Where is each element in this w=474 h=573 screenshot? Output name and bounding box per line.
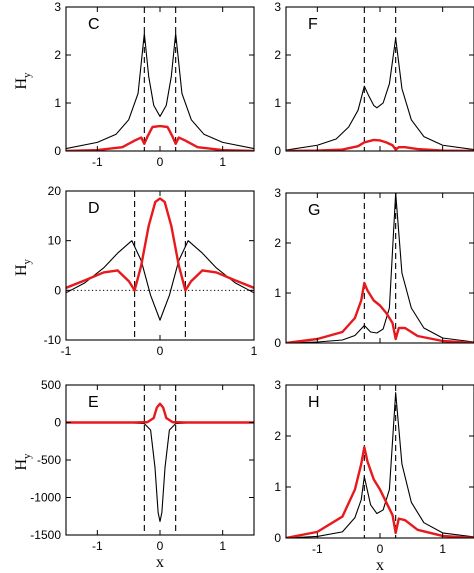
panel-g: 0 1 2 3 G <box>274 186 474 350</box>
series-black-curve <box>286 193 474 343</box>
panel-f: 0 1 2 3 F <box>274 0 474 158</box>
x-tick-label: 0 <box>157 344 164 358</box>
y-tick-label: 3 <box>54 0 61 14</box>
series-red-curve <box>286 281 474 343</box>
y-tick-label: 500 <box>41 378 61 392</box>
series-red-curve <box>66 402 254 424</box>
panel-e: -1 0 1 -1500 -1000 -500 0 500 E Hy x <box>13 378 255 571</box>
y-tick-label: -1500 <box>30 528 61 542</box>
x-tick-label: -1 <box>92 155 103 169</box>
y-tick-label: 0 <box>54 283 61 297</box>
panel-letter: D <box>88 200 100 217</box>
x-axis-title: x <box>376 557 384 573</box>
panel-letter: H <box>308 394 320 411</box>
panel-c: -1 0 1 0 1 2 3 C Hy <box>13 0 255 169</box>
series-red-curve <box>286 446 474 538</box>
x-tick-label: 0 <box>157 155 164 169</box>
series-black-curve <box>66 32 254 150</box>
y-axis-title-subscript: y <box>21 258 33 264</box>
x-tick-label: 0 <box>377 542 384 556</box>
y-axis-title: Hy <box>13 258 33 276</box>
y-tick-label: 1 <box>274 480 281 494</box>
y-tick-label: -1000 <box>30 491 61 505</box>
y-tick-label: 3 <box>274 378 281 392</box>
y-tick-label: 0 <box>274 144 281 158</box>
y-tick-label: 3 <box>274 0 281 14</box>
y-tick-label: 0 <box>274 531 281 545</box>
x-axis-title: x <box>156 554 164 571</box>
y-axis-title-subscript: y <box>21 72 33 78</box>
y-tick-label: 1 <box>274 286 281 300</box>
x-tick-label: 1 <box>251 344 258 358</box>
x-tick-label: 0 <box>157 539 164 553</box>
series-red-curve <box>286 138 474 151</box>
panel-h: -1 0 1 0 1 2 3 Hx <box>274 378 474 573</box>
y-axis-title-main: H <box>13 78 30 90</box>
y-tick-label: 2 <box>274 429 281 443</box>
y-tick-label: 1 <box>274 96 281 110</box>
y-tick-label: 2 <box>274 48 281 62</box>
series-black-curve <box>286 37 474 151</box>
y-tick-label: 10 <box>48 234 62 248</box>
x-tick-label: 1 <box>219 539 226 553</box>
series-black-curve <box>66 240 254 321</box>
y-axis-title-subscript: y <box>21 453 33 459</box>
panel-letter: C <box>88 16 100 33</box>
x-tick-label: -1 <box>61 344 72 358</box>
series-black-curve <box>286 392 474 538</box>
panel-letter: E <box>88 394 99 411</box>
series-red-curve <box>66 197 254 292</box>
y-axis-title-main: H <box>13 264 30 276</box>
panel-letter: F <box>308 16 318 33</box>
panel-letter: G <box>308 202 320 219</box>
x-tick-label: 1 <box>439 542 446 556</box>
y-axis-title: Hy <box>13 453 33 471</box>
y-tick-label: 2 <box>54 48 61 62</box>
y-tick-label: -500 <box>37 453 61 467</box>
series-black-curve <box>66 421 254 523</box>
y-tick-label: 2 <box>274 236 281 250</box>
series-red-curve <box>66 124 254 151</box>
y-tick-label: 1 <box>54 96 61 110</box>
y-axis-title-main: H <box>13 459 30 471</box>
y-tick-label: 20 <box>48 184 62 198</box>
y-tick-label: 0 <box>54 416 61 430</box>
y-tick-label: -10 <box>44 333 62 347</box>
x-tick-label: 1 <box>219 155 226 169</box>
x-tick-label: -1 <box>92 539 103 553</box>
y-tick-label: 0 <box>54 144 61 158</box>
y-tick-label: 0 <box>274 336 281 350</box>
x-tick-label: -1 <box>312 542 323 556</box>
y-tick-label: 3 <box>274 186 281 200</box>
y-axis-title: Hy <box>13 72 33 90</box>
